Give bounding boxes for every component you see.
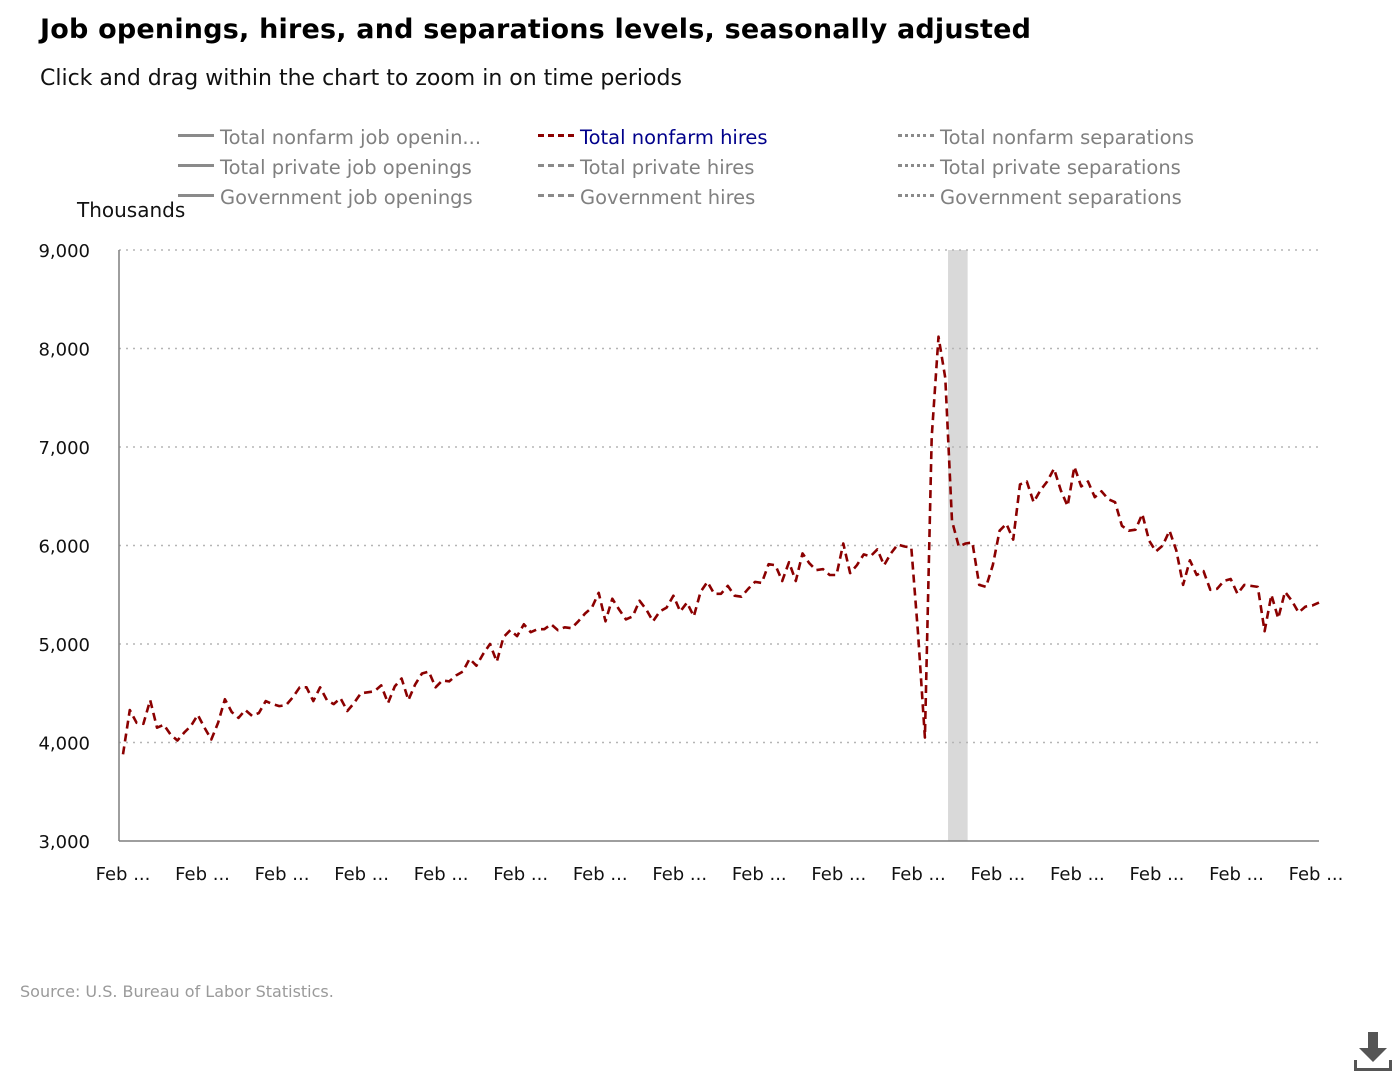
x-tick-label: Feb ... (732, 864, 787, 885)
x-tick-label: Feb ... (493, 864, 548, 885)
legend-label: Government hires (580, 185, 756, 209)
x-tick-label: Feb ... (652, 864, 707, 885)
legend-swatch-solid (178, 193, 214, 201)
legend-label: Total private job openings (220, 155, 472, 179)
y-tick-label: 9,000 (38, 241, 90, 262)
line-chart[interactable]: 3,000 4,000 5,000 6,000 7,000 8,000 9,000 Feb .… (0, 0, 1400, 940)
x-tick-label: Feb ... (891, 864, 946, 885)
legend-item-total-private-separations[interactable]: Total private separations (898, 154, 1181, 180)
legend-swatch-solid (178, 133, 214, 141)
legend-label: Government separations (940, 185, 1182, 209)
x-tick-label: Feb ... (1289, 864, 1344, 885)
legend-item-government-job-openings[interactable]: Government job openings (178, 184, 473, 210)
legend-label: Total private hires (580, 155, 755, 179)
x-tick-label: Feb ... (96, 864, 151, 885)
legend-item-government-hires[interactable]: Government hires (538, 184, 755, 210)
chart-subtitle: Click and drag within the chart to zoom … (40, 66, 682, 91)
y-tick-label: 7,000 (38, 438, 90, 459)
legend-item-total-nonfarm-job-openings[interactable]: Total nonfarm job openin... (178, 124, 481, 150)
x-tick-label: Feb ... (1050, 864, 1105, 885)
legend-swatch-dot (898, 193, 934, 201)
legend-swatch-dash (538, 133, 574, 141)
x-tick-label: Feb ... (255, 864, 310, 885)
legend-label: Total nonfarm separations (940, 125, 1195, 149)
legend-swatch-dot (898, 163, 934, 171)
x-tick-label: Feb ... (1130, 864, 1185, 885)
chart-title: Job openings, hires, and separations lev… (40, 14, 1032, 45)
x-tick-label: Feb ... (175, 864, 230, 885)
legend-swatch-solid (178, 163, 214, 171)
legend-label: Total private separations (940, 155, 1181, 179)
x-tick-label: Feb ... (334, 864, 389, 885)
download-icon[interactable] (1352, 1030, 1394, 1074)
legend-label: Total nonfarm job openin... (220, 125, 482, 149)
legend-item-total-nonfarm-hires[interactable]: Total nonfarm hires (538, 124, 768, 150)
y-tick-label: 4,000 (38, 734, 90, 755)
x-tick-label: Feb ... (573, 864, 628, 885)
legend-item-total-nonfarm-separations[interactable]: Total nonfarm separations (898, 124, 1194, 150)
x-tick-label: Feb ... (811, 864, 866, 885)
series-line-total-nonfarm-hires (121, 335, 1320, 755)
y-tick-label: 6,000 (38, 537, 90, 558)
download-arrow-icon (1354, 1032, 1392, 1071)
legend-swatch-dash (538, 163, 574, 171)
source-note: Source: U.S. Bureau of Labor Statistics. (20, 982, 334, 1001)
y-axis-label: Thousands (77, 198, 186, 222)
legend-item-total-private-hires[interactable]: Total private hires (538, 154, 754, 180)
x-tick-label: Feb ... (414, 864, 469, 885)
legend-swatch-dash (538, 193, 574, 201)
legend-label: Government job openings (220, 185, 473, 209)
legend-label: Total nonfarm hires (580, 125, 768, 149)
legend-item-government-separations[interactable]: Government separations (898, 184, 1182, 210)
legend-item-total-private-job-openings[interactable]: Total private job openings (178, 154, 472, 180)
y-tick-label: 5,000 (38, 635, 90, 656)
x-tick-label: Feb ... (970, 864, 1025, 885)
y-tick-label: 3,000 (38, 832, 90, 853)
x-tick-label: Feb ... (1209, 864, 1264, 885)
legend-swatch-dot (898, 133, 934, 141)
y-tick-label: 8,000 (38, 340, 90, 361)
